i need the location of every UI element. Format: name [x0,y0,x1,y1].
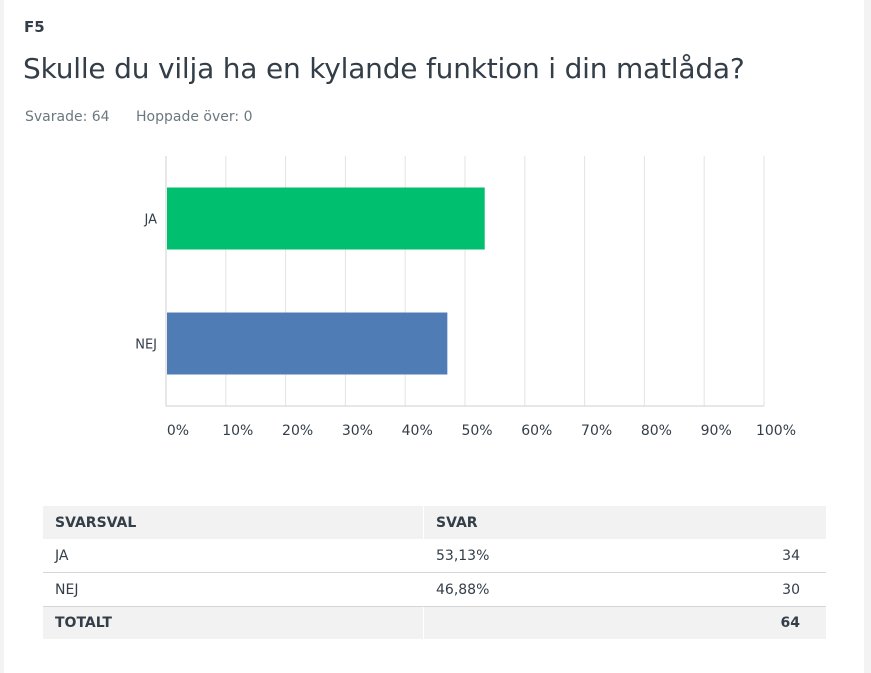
x-tick-label: 20% [282,423,313,439]
x-tick-label: 90% [701,423,732,439]
x-tick-label: 0% [167,423,189,439]
header-choice: SVARSVAL [43,506,424,539]
response-stats: Svarade: 64 Hoppade över: 0 [25,109,274,125]
total-count: 64 [748,606,826,639]
x-tick-label: 10% [222,423,253,439]
total-spacer [423,606,748,639]
x-tick-label: 100% [756,423,796,439]
question-number: F5 [24,18,45,36]
row-choice: NEJ [43,572,424,607]
skipped-count: Hoppade över: 0 [136,109,253,125]
row-percent: 53,13% [423,539,748,573]
header-answer: SVAR [423,506,748,539]
category-label: NEJ [135,338,157,353]
row-count: 34 [748,539,826,573]
category-label: JA [144,213,158,228]
results-table: SVARSVAL SVAR JA 53,13% 34 NEJ 46,88% 30… [43,506,826,639]
table-row: NEJ 46,88% 30 [43,572,826,607]
table-header-row: SVARSVAL SVAR [43,506,826,539]
total-label: TOTALT [43,606,424,639]
bar-chart: JA NEJ 0% 10% 20% 30% 40% 50% 60% 70% 80% 90% 100% [135,156,796,439]
row-count: 30 [748,572,826,607]
x-tick-label: 60% [521,423,552,439]
table-row: JA 53,13% 34 [43,539,826,573]
x-tick-label: 80% [641,423,672,439]
x-tick-label: 40% [402,423,433,439]
bar [167,312,448,375]
table-total-row: TOTALT 64 [43,606,826,639]
row-choice: JA [43,539,424,573]
question-title: Skulle du vilja ha en kylande funktion i… [23,52,745,85]
bar [167,187,485,250]
x-tick-label: 70% [581,423,612,439]
header-count [748,506,826,539]
x-tick-label: 50% [461,423,492,439]
row-percent: 46,88% [423,572,748,607]
question-card: F5 Skulle du vilja ha en kylande funktio… [4,0,864,673]
answered-count: Svarade: 64 [25,109,110,125]
x-tick-label: 30% [342,423,373,439]
